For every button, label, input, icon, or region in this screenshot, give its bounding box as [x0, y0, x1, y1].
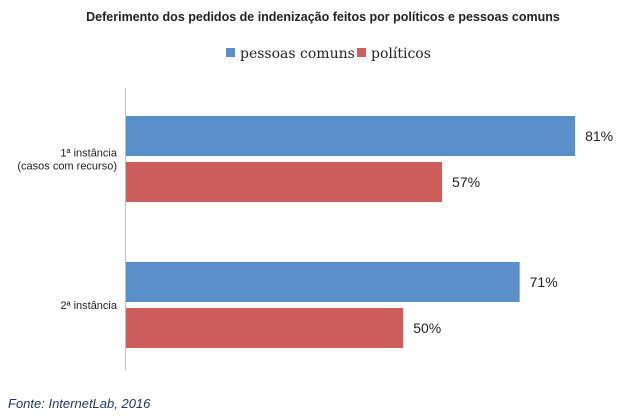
legend-swatch-1	[226, 48, 235, 57]
category-label-1-1: 1ª instância	[60, 148, 118, 160]
category-label-1-2: (casos com recurso)	[17, 161, 117, 173]
legend-label-2: políticos	[371, 46, 431, 62]
bar-1-1	[126, 116, 576, 156]
bar-1-2	[126, 162, 443, 202]
data-label-1-1: 81%	[585, 128, 613, 144]
category-label-2-1: 2ª instância	[60, 300, 118, 312]
bar-2-1	[126, 262, 520, 302]
data-label-2-2: 50%	[413, 320, 441, 336]
source-note: Fonte: InternetLab, 2016	[8, 396, 151, 411]
category-labels: 1ª instância(casos com recurso) 2ª instân…	[17, 148, 118, 313]
data-label-1-2: 57%	[452, 174, 480, 190]
legend-swatch-2	[357, 48, 366, 57]
chart-title: Deferimento dos pedidos de indenização f…	[86, 10, 560, 24]
legend: pessoas comuns políticos	[226, 46, 431, 62]
data-label-2-1: 71%	[530, 274, 558, 290]
bars: 81% 57% 71% 50%	[126, 116, 613, 348]
legend-label-1: pessoas comuns	[240, 46, 355, 62]
bar-2-2	[126, 308, 404, 348]
